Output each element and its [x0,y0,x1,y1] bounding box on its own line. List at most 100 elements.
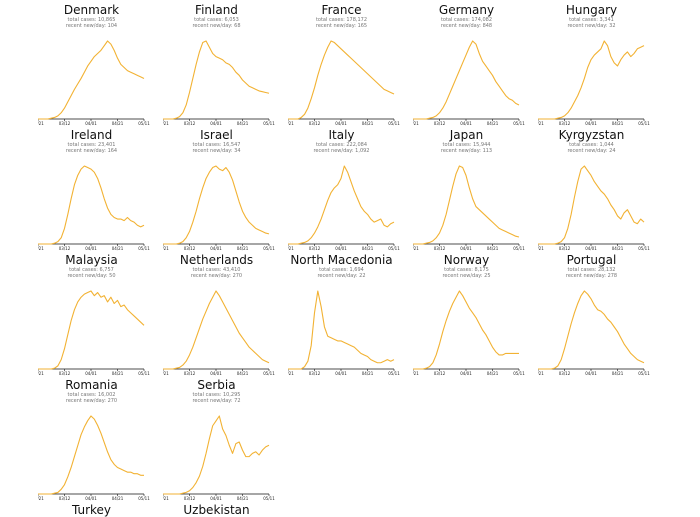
series-line [288,290,395,370]
panel-total-cases: total cases: 16,002 [67,392,116,398]
x-tick-label: 05/11 [388,121,400,126]
x-tick-label: 03/12 [59,371,71,376]
series-line [163,290,270,370]
x-tick-label: 03/12 [559,371,571,376]
x-tick-label: 04/01 [210,246,222,251]
x-tick-label: 03/12 [309,246,321,251]
x-tick-label: 03/12 [59,121,71,126]
panel-recent-newday: recent new/day: 50 [67,273,116,279]
panel-recent-newday: recent new/day: 22 [317,273,366,279]
panel-plot: 02/21 03/12 04/01 04/21 05/11 [38,415,150,501]
panel-recent-newday: recent new/day: 278 [565,273,618,279]
panel-plot: 02/21 03/12 04/01 04/21 05/11 [288,40,400,126]
x-tick-label: 04/21 [362,121,374,126]
x-tick-label: 05/11 [263,496,275,501]
panel-title: Portugal [566,253,617,267]
panel-recent-newday: recent new/day: 113 [440,148,493,154]
x-tick-label: 05/11 [138,246,150,251]
x-tick-label: 03/12 [309,121,321,126]
x-tick-label: 03/12 [184,371,196,376]
panel-recent-newday: recent new/day: 34 [192,148,241,154]
panel-recent-newday: recent new/day: 68 [192,23,241,29]
x-tick-label: 04/01 [85,121,97,126]
x-tick-label: 05/11 [138,121,150,126]
panel-plot: 02/21 03/12 04/01 04/21 05/11 [163,165,275,251]
x-tick-label: 02/21 [38,246,44,251]
x-tick-label: 05/11 [638,246,650,251]
x-tick-label: 05/11 [513,371,525,376]
panel-recent-newday: recent new/day: 165 [315,23,368,29]
panel-title: Finland [195,3,238,17]
x-tick-label: 04/21 [487,121,499,126]
x-tick-label: 02/21 [288,246,294,251]
panel-total-cases: total cases: 6,053 [194,17,239,23]
panel-title: Hungary [565,3,618,17]
x-tick-label: 02/21 [163,371,169,376]
panel-total-cases: total cases: 10,865 [67,17,116,23]
panel-total-cases: total cases: 10,295 [192,392,241,398]
x-tick-label: 03/12 [184,121,196,126]
panel-plot: 02/21 03/12 04/01 04/21 05/11 [413,290,525,376]
panel-title: Israel [200,128,233,142]
x-tick-label: 03/12 [434,121,446,126]
x-tick-label: 04/01 [85,371,97,376]
series-line [538,165,645,245]
series-line [288,40,395,120]
panel-plot: 02/21 03/12 04/01 04/21 05/11 [163,290,275,376]
x-tick-label: 04/01 [210,496,222,501]
panel-plot: 02/21 03/12 04/01 04/21 05/11 [288,290,400,376]
x-tick-label: 03/12 [59,496,71,501]
x-tick-label: 04/21 [612,371,624,376]
x-tick-label: 04/01 [85,496,97,501]
panel-recent-newday: recent new/day: 32 [567,23,616,29]
x-tick-label: 02/21 [38,121,44,126]
x-tick-label: 04/01 [585,246,597,251]
panel-recent-newday: recent new/day: 1,092 [313,148,370,154]
panel-plot: 02/21 03/12 04/01 04/21 05/11 [38,165,150,251]
x-tick-label: 03/12 [59,246,71,251]
series-line [288,165,395,245]
series-line [538,290,645,370]
panel-recent-newday: recent new/day: 24 [567,148,616,154]
x-tick-label: 04/01 [585,121,597,126]
panel-title: Germany [438,3,495,17]
series-line [538,40,645,120]
x-tick-label: 02/21 [538,246,544,251]
panel-plot: 02/21 03/12 04/01 04/21 05/11 [38,40,150,126]
x-tick-label: 05/11 [388,246,400,251]
panel-title: Denmark [63,3,120,17]
x-tick-label: 02/21 [413,371,419,376]
panel-recent-newday: recent new/day: 270 [190,273,243,279]
x-tick-label: 04/21 [112,496,124,501]
x-tick-label: 04/21 [112,371,124,376]
panel-plot: 02/21 03/12 04/01 04/21 05/11 [163,40,275,126]
x-tick-label: 04/21 [362,246,374,251]
panel-total-cases: total cases: 1,044 [569,142,614,148]
panel-recent-newday: recent new/day: 72 [192,398,241,404]
panel-plot: 02/21 03/12 04/01 04/21 05/11 [288,165,400,251]
x-tick-label: 04/01 [210,371,222,376]
panel-recent-newday: recent new/day: 848 [440,23,493,29]
x-tick-label: 02/21 [538,121,544,126]
panel-plot: 02/21 03/12 04/01 04/21 05/11 [163,415,275,501]
x-tick-label: 05/11 [138,496,150,501]
panel-title: Malaysia [65,253,118,267]
x-tick-label: 04/01 [335,246,347,251]
panel-total-cases: total cases: 1,694 [319,267,364,273]
panel-title: Norway [443,253,490,267]
x-tick-label: 02/21 [413,121,419,126]
x-tick-label: 05/11 [138,371,150,376]
x-tick-label: 04/01 [335,121,347,126]
x-tick-label: 04/21 [612,121,624,126]
panel-total-cases: total cases: 28,132 [567,267,616,273]
x-tick-label: 04/21 [237,371,249,376]
series-line [38,290,145,370]
x-tick-label: 05/11 [263,371,275,376]
x-tick-label: 04/21 [487,246,499,251]
x-tick-label: 04/01 [335,371,347,376]
x-tick-label: 04/21 [362,371,374,376]
x-tick-label: 02/21 [163,121,169,126]
x-tick-label: 04/01 [585,371,597,376]
x-tick-label: 02/21 [413,246,419,251]
x-tick-label: 05/11 [263,246,275,251]
